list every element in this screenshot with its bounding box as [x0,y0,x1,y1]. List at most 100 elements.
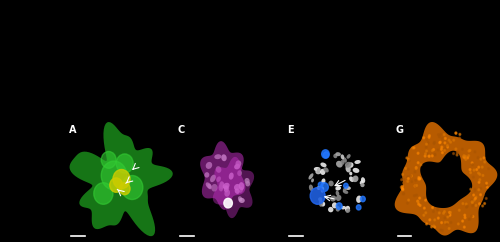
Circle shape [446,146,448,148]
Circle shape [402,182,404,184]
Circle shape [484,161,486,163]
Circle shape [432,155,433,157]
Ellipse shape [336,152,341,156]
Ellipse shape [210,175,216,182]
Circle shape [444,137,446,139]
Circle shape [424,155,426,157]
Circle shape [458,209,460,211]
Circle shape [462,156,464,158]
Circle shape [478,172,480,174]
Ellipse shape [345,206,350,212]
Circle shape [428,155,430,157]
Circle shape [415,179,416,181]
Ellipse shape [361,177,365,183]
Circle shape [101,151,116,168]
Polygon shape [213,157,254,218]
Circle shape [318,182,323,187]
Ellipse shape [349,172,352,175]
Ellipse shape [246,181,250,187]
Circle shape [336,203,342,210]
Circle shape [432,150,433,151]
Circle shape [458,223,459,225]
Circle shape [402,193,404,195]
Circle shape [440,133,442,135]
Circle shape [420,204,421,206]
Ellipse shape [346,208,350,213]
Circle shape [428,135,430,137]
Ellipse shape [224,186,228,192]
Circle shape [406,157,407,159]
Circle shape [455,148,457,150]
Circle shape [466,206,468,208]
Ellipse shape [345,162,352,168]
Circle shape [452,153,454,155]
Text: Hypoxia: Hypoxia [28,161,37,202]
Circle shape [482,174,484,176]
Circle shape [324,152,329,158]
Circle shape [472,162,473,164]
Circle shape [450,141,452,143]
Circle shape [478,189,480,191]
Circle shape [419,197,420,199]
Ellipse shape [238,187,243,193]
Circle shape [402,188,404,190]
Ellipse shape [343,190,348,194]
Circle shape [474,190,476,192]
Ellipse shape [214,154,222,159]
Circle shape [450,221,452,223]
Circle shape [466,205,468,207]
Circle shape [434,141,436,143]
Circle shape [472,202,474,204]
Circle shape [224,198,232,208]
Circle shape [101,161,127,190]
Circle shape [464,157,466,159]
Text: C: C [178,125,185,135]
Ellipse shape [336,186,341,190]
Circle shape [418,178,420,180]
Circle shape [446,223,448,225]
Circle shape [446,144,448,146]
Circle shape [447,216,448,218]
Ellipse shape [221,154,226,161]
Ellipse shape [236,160,242,167]
Ellipse shape [229,173,234,180]
Circle shape [474,188,476,190]
Circle shape [486,197,487,199]
Ellipse shape [234,189,240,194]
Circle shape [418,201,419,203]
Circle shape [344,183,348,188]
Circle shape [470,215,472,217]
Circle shape [426,153,428,155]
Ellipse shape [340,160,344,165]
Circle shape [410,175,412,177]
Ellipse shape [244,178,250,184]
Circle shape [418,178,420,180]
Circle shape [426,138,428,140]
Circle shape [482,205,484,207]
Ellipse shape [320,202,325,207]
Circle shape [410,175,412,177]
Ellipse shape [206,162,212,169]
Circle shape [444,221,446,223]
Circle shape [438,212,440,214]
Ellipse shape [356,196,362,203]
Circle shape [462,220,464,222]
Circle shape [415,185,416,187]
Ellipse shape [360,183,364,187]
Circle shape [402,174,404,175]
Circle shape [483,157,484,159]
Circle shape [441,146,442,148]
Circle shape [428,142,429,144]
Circle shape [439,142,440,144]
Circle shape [488,168,490,170]
Circle shape [468,218,470,220]
Ellipse shape [314,167,320,171]
Ellipse shape [222,183,230,189]
Circle shape [434,154,436,156]
Circle shape [434,226,436,228]
Circle shape [434,153,436,155]
Ellipse shape [342,157,347,163]
Circle shape [444,142,446,144]
Ellipse shape [319,200,323,207]
Circle shape [440,229,442,231]
